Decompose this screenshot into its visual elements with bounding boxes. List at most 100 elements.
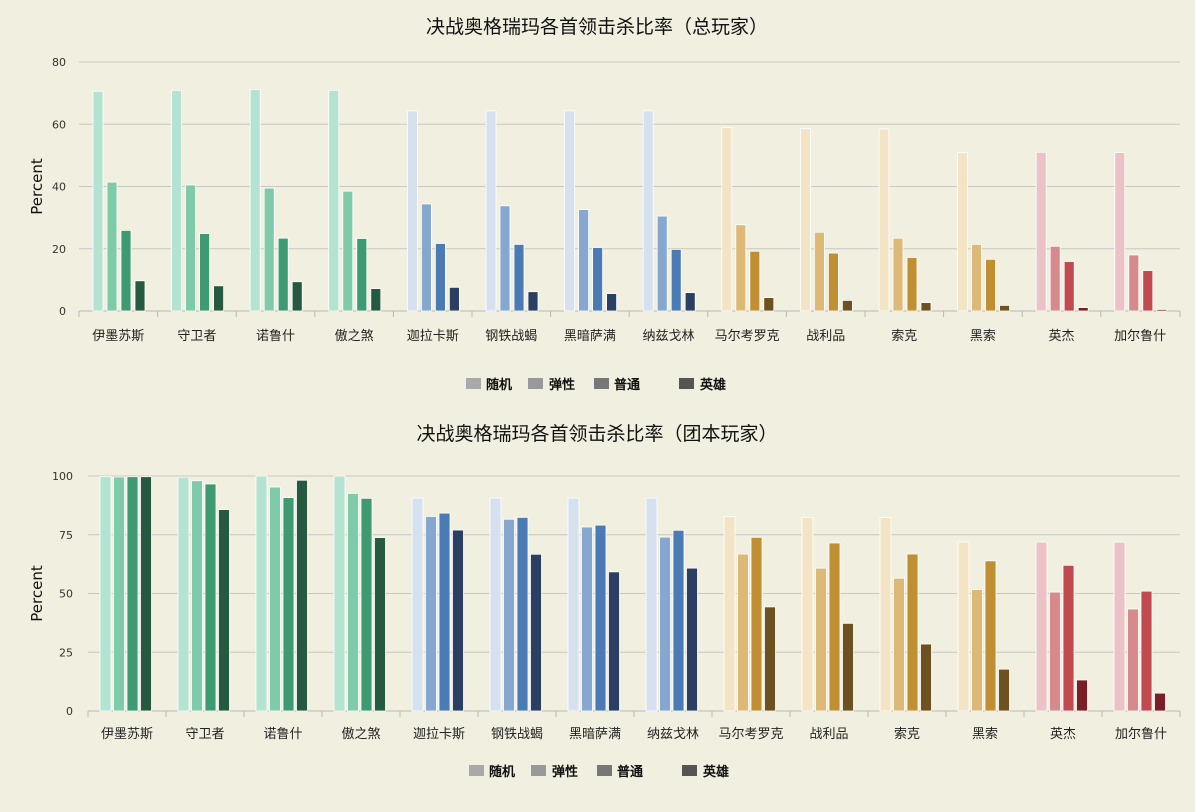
bar-英雄 bbox=[842, 300, 853, 312]
bar-弹性 bbox=[578, 209, 589, 312]
bar-英雄 bbox=[452, 529, 464, 712]
x-category-label: 索克 bbox=[894, 727, 920, 742]
bar-弹性 bbox=[815, 567, 827, 712]
y-tick-label: 40 bbox=[52, 181, 66, 194]
bar-弹性 bbox=[735, 224, 747, 312]
bar-弹性 bbox=[347, 492, 359, 712]
bar-弹性 bbox=[892, 237, 904, 312]
bar-随机 bbox=[645, 497, 658, 712]
chart-title: 决战奥格瑞玛各首领击杀比率（团本玩家） bbox=[416, 423, 777, 445]
y-tick-label: 75 bbox=[59, 529, 73, 542]
legend-label: 随机 bbox=[489, 764, 515, 780]
bar-英雄 bbox=[608, 571, 620, 712]
y-axis-label: Percent bbox=[28, 158, 46, 215]
x-category-label: 伊墨苏斯 bbox=[92, 328, 144, 344]
y-tick-label: 50 bbox=[59, 588, 73, 601]
x-category-label: 纳兹戈林 bbox=[647, 727, 699, 742]
bar-随机 bbox=[485, 110, 497, 312]
bar-随机 bbox=[1035, 541, 1048, 712]
bar-随机 bbox=[878, 128, 890, 312]
bar-随机 bbox=[333, 475, 346, 712]
bar-普通 bbox=[199, 233, 211, 312]
bar-弹性 bbox=[893, 577, 905, 712]
bar-随机 bbox=[957, 541, 970, 712]
bar-随机 bbox=[411, 497, 424, 712]
x-category-label: 纳兹戈林 bbox=[642, 329, 694, 344]
y-axis-label: Percent bbox=[28, 565, 46, 622]
x-category-label: 黑暗萨满 bbox=[569, 727, 621, 742]
legend-swatch bbox=[531, 765, 546, 776]
bar-普通 bbox=[356, 238, 368, 312]
bar-英雄 bbox=[374, 537, 386, 712]
bar-弹性 bbox=[342, 190, 354, 312]
chart-title: 决战奥格瑞玛各首领击杀比率（总玩家） bbox=[426, 16, 768, 38]
bar-英雄 bbox=[1077, 307, 1089, 312]
legend-label: 普通 bbox=[617, 764, 643, 780]
bar-普通 bbox=[277, 237, 289, 312]
bar-英雄 bbox=[134, 280, 146, 312]
x-category-label: 马尔考罗克 bbox=[718, 727, 783, 742]
bar-英雄 bbox=[763, 297, 775, 312]
bar-弹性 bbox=[263, 187, 275, 312]
bar-普通 bbox=[984, 560, 997, 712]
bar-英雄 bbox=[998, 668, 1010, 712]
bar-弹性 bbox=[971, 243, 982, 312]
bar-弹性 bbox=[971, 589, 983, 712]
bar-普通 bbox=[360, 497, 373, 712]
bar-普通 bbox=[282, 497, 295, 712]
x-category-label: 守卫者 bbox=[185, 727, 224, 742]
bar-英雄 bbox=[606, 293, 617, 312]
bar-英雄 bbox=[764, 606, 776, 712]
bar-英雄 bbox=[218, 509, 230, 712]
bar-弹性 bbox=[185, 184, 197, 312]
x-category-label: 守卫者 bbox=[177, 329, 216, 344]
bar-随机 bbox=[879, 517, 892, 712]
chart-1: 决战奥格瑞玛各首领击杀比率（总玩家） Percent 0 20 40 60 80 伊墨苏斯 守卫… bbox=[28, 16, 1181, 393]
bar-弹性 bbox=[269, 486, 281, 712]
bar-弹性 bbox=[581, 526, 593, 712]
bar-普通 bbox=[828, 252, 839, 312]
legend-label: 英雄 bbox=[699, 377, 726, 393]
bar-随机 bbox=[721, 127, 733, 312]
bar-随机 bbox=[564, 110, 575, 312]
bar-随机 bbox=[177, 476, 190, 712]
bar-弹性 bbox=[106, 181, 118, 312]
bar-随机 bbox=[1114, 152, 1126, 312]
bar-英雄 bbox=[370, 288, 382, 312]
x-category-label: 战利品 bbox=[809, 727, 848, 742]
x-category-label: 迦拉卡斯 bbox=[407, 329, 459, 344]
bar-普通 bbox=[750, 536, 763, 712]
bar-普通 bbox=[985, 258, 996, 312]
y-tick-label: 0 bbox=[66, 705, 73, 718]
chart-2: 决战奥格瑞玛各首领击杀比率（团本玩家） Percent 0 25 50 75 100 伊墨苏斯… bbox=[28, 423, 1181, 780]
bar-英雄 bbox=[530, 553, 542, 712]
bar-英雄 bbox=[684, 292, 696, 312]
x-category-label: 诺鲁什 bbox=[256, 329, 295, 344]
bar-英雄 bbox=[1154, 692, 1166, 712]
y-tick-label: 25 bbox=[59, 646, 73, 659]
bar-英雄 bbox=[527, 291, 539, 312]
legend-swatch bbox=[597, 765, 612, 776]
legend-label: 弹性 bbox=[552, 764, 578, 780]
x-category-label: 英杰 bbox=[1048, 329, 1074, 344]
y-tick-label: 20 bbox=[52, 243, 66, 256]
bar-弹性 bbox=[420, 203, 432, 312]
bar-英雄 bbox=[920, 302, 932, 312]
legend-swatch bbox=[594, 378, 609, 389]
bar-弹性 bbox=[659, 536, 671, 712]
x-category-label: 加尔鲁什 bbox=[1114, 329, 1166, 344]
bar-英雄 bbox=[291, 281, 303, 312]
x-category-label: 傲之煞 bbox=[335, 329, 374, 344]
bar-随机 bbox=[957, 152, 968, 312]
y-tick-label: 60 bbox=[52, 118, 66, 131]
x-category-label: 伊墨苏斯 bbox=[101, 726, 153, 742]
bar-普通 bbox=[594, 524, 607, 712]
bar-普通 bbox=[120, 229, 132, 312]
bar-弹性 bbox=[499, 205, 511, 312]
x-category-label: 迦拉卡斯 bbox=[413, 727, 465, 742]
bar-普通 bbox=[434, 243, 446, 312]
bar-普通 bbox=[906, 553, 919, 712]
bar-普通 bbox=[670, 248, 682, 312]
legend-label: 弹性 bbox=[549, 377, 575, 393]
legend-swatch bbox=[679, 378, 694, 389]
